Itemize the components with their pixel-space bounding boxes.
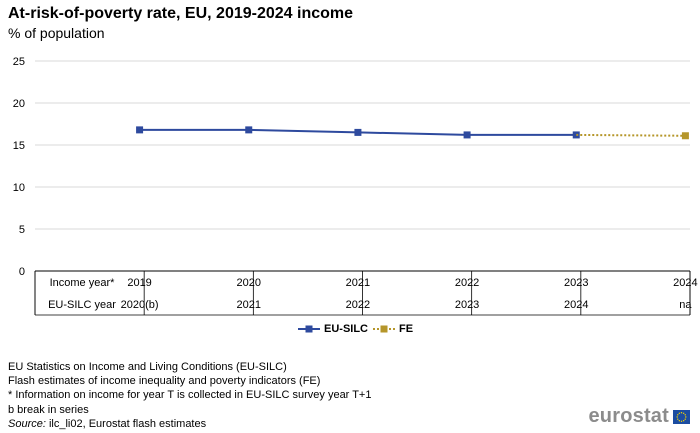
source-line: Source: ilc_li02, Eurostat flash estimat… xyxy=(8,417,371,431)
legend: EU-SILC FE xyxy=(297,323,417,335)
legend-swatch-fe xyxy=(373,325,395,333)
data-point-eu-silc xyxy=(463,131,471,139)
y-tick-label: 10 xyxy=(13,182,25,194)
data-point-fe xyxy=(681,132,689,140)
data-point-eu-silc xyxy=(245,126,253,134)
table-cell: 2024 xyxy=(673,277,697,289)
data-point-eu-silc xyxy=(354,128,362,136)
legend-label-eu-silc: EU-SILC xyxy=(324,323,368,335)
data-point-eu-silc xyxy=(136,126,144,134)
y-tick-label: 20 xyxy=(13,98,25,110)
table-cell: 2024 xyxy=(564,299,588,311)
y-tick-label: 0 xyxy=(19,266,25,278)
note-line: b break in series xyxy=(8,403,89,416)
table-row-header: Income year* xyxy=(50,277,116,289)
note-line: * Information on income for year T is co… xyxy=(8,389,372,402)
series-line-fe xyxy=(576,133,686,137)
chart-subtitle: % of population xyxy=(8,25,105,41)
footnotes: EU Statistics on Income and Living Condi… xyxy=(8,360,371,431)
line-chart: 0 5 10 15 20 25 Income year* 2019 2020 2021 2022 20… xyxy=(13,56,698,316)
source-text: ilc_li02, Eurostat flash estimates xyxy=(48,417,207,430)
logo-wordmark: eurostat xyxy=(588,405,669,427)
legend-item-fe: FE xyxy=(372,323,413,335)
legend-label-fe: FE xyxy=(399,323,414,335)
y-tick-label: 25 xyxy=(13,56,25,68)
legend-swatch-eu-silc xyxy=(298,325,320,333)
note-line: EU Statistics on Income and Living Condi… xyxy=(8,361,287,373)
table-cell: 2019 xyxy=(127,277,151,289)
legend-item-eu-silc: EU-SILC xyxy=(297,323,368,335)
table-cell: 2020(b) xyxy=(121,299,159,311)
table-cell: 2023 xyxy=(455,299,479,311)
table-cell: 2021 xyxy=(346,277,370,289)
table-cell: 2022 xyxy=(455,277,479,289)
y-tick-label: 15 xyxy=(13,140,25,152)
eurostat-logo: eurostat xyxy=(588,405,690,428)
table-cell: 2022 xyxy=(346,299,370,311)
eu-flag-icon xyxy=(673,409,690,424)
table-cell: na xyxy=(679,299,692,311)
table-cell: 2020 xyxy=(237,277,261,289)
chart-title: At-risk-of-poverty rate, EU, 2019-2024 i… xyxy=(8,5,354,22)
y-tick-label: 5 xyxy=(19,224,25,236)
note-line: Flash estimates of income inequality and… xyxy=(8,375,321,388)
table-cell: 2021 xyxy=(237,299,261,311)
source-label: Source: xyxy=(8,417,46,430)
table-cell: 2023 xyxy=(564,277,588,289)
table-row-header: EU-SILC year xyxy=(48,299,116,311)
